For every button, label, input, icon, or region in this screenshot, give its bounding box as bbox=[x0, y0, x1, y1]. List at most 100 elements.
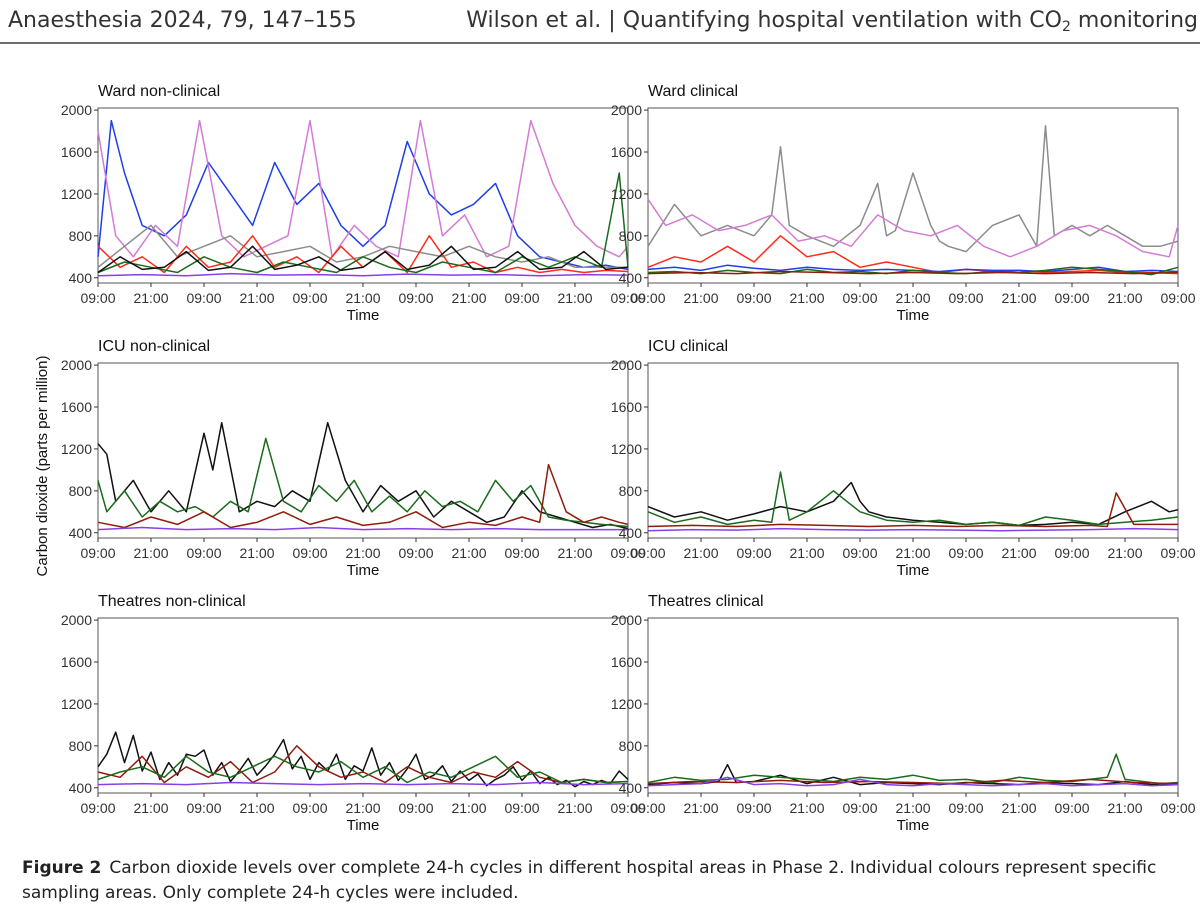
x-tick-label: 09:00 bbox=[1160, 290, 1195, 306]
y-tick-label: 2000 bbox=[611, 102, 642, 118]
series-line-darkred bbox=[647, 270, 1179, 275]
x-tick-label: 21:00 bbox=[1001, 545, 1036, 561]
y-tick-label: 1600 bbox=[61, 144, 92, 160]
x-tick-label: 09:00 bbox=[292, 545, 327, 561]
y-tick-label: 800 bbox=[69, 483, 93, 499]
panel-title: ICU non-clinical bbox=[98, 338, 210, 355]
panel-icu-non-clinical: ICU non-clinical 400 800 1200 1600 2000 09:00 2… bbox=[61, 338, 646, 579]
y-tick-label: 1200 bbox=[611, 186, 642, 202]
y-tick-label: 800 bbox=[69, 738, 93, 754]
x-tick-label: 09:00 bbox=[1160, 545, 1195, 561]
series-line-green bbox=[97, 172, 629, 274]
x-tick-label: 21:00 bbox=[683, 800, 718, 816]
x-tick-label: 21:00 bbox=[133, 545, 168, 561]
x-tick-label: 09:00 bbox=[504, 290, 539, 306]
x-tick-label: 21:00 bbox=[789, 290, 824, 306]
x-tick-label: 21:00 bbox=[683, 545, 718, 561]
x-tick-label: 21:00 bbox=[451, 290, 486, 306]
y-tick-label: 2000 bbox=[61, 357, 92, 373]
x-tick-label: 09:00 bbox=[186, 545, 221, 561]
series-line-darkred bbox=[647, 492, 1178, 528]
y-tick-label: 400 bbox=[69, 270, 93, 286]
x-axis-label: Time bbox=[347, 817, 380, 834]
x-tick-label: 09:00 bbox=[1160, 800, 1195, 816]
series-line-green bbox=[647, 471, 1179, 527]
series-line-purple bbox=[97, 272, 629, 277]
x-tick-label: 21:00 bbox=[789, 545, 824, 561]
y-tick-label: 1200 bbox=[611, 441, 642, 457]
y-tick-label: 1200 bbox=[611, 696, 642, 712]
y-tick-label: 400 bbox=[69, 780, 93, 796]
x-tick-label: 21:00 bbox=[345, 545, 380, 561]
panel-title: ICU clinical bbox=[648, 338, 728, 355]
panel-title: Ward non-clinical bbox=[98, 83, 220, 100]
x-tick-label: 09:00 bbox=[610, 290, 645, 306]
x-tick-label: 21:00 bbox=[1001, 290, 1036, 306]
x-tick-label: 09:00 bbox=[842, 800, 877, 816]
series-line-black bbox=[97, 731, 629, 788]
figure-2: Carbon dioxide (parts per million) Ward … bbox=[34, 83, 1196, 834]
y-tick-label: 400 bbox=[619, 780, 643, 796]
running-title-end: monitoring bbox=[1070, 8, 1198, 33]
y-tick-label: 1600 bbox=[611, 654, 642, 670]
x-tick-label: 09:00 bbox=[842, 290, 877, 306]
series-line-green bbox=[97, 437, 629, 528]
series-line-darkred bbox=[647, 778, 1179, 785]
y-tick-label: 1200 bbox=[61, 441, 92, 457]
y-tick-label: 2000 bbox=[61, 612, 92, 628]
header-rule bbox=[0, 42, 1200, 44]
x-tick-label: 09:00 bbox=[398, 290, 433, 306]
x-tick-label: 21:00 bbox=[133, 800, 168, 816]
y-tick-label: 1200 bbox=[61, 696, 92, 712]
y-tick-label: 800 bbox=[619, 738, 643, 754]
x-tick-label: 09:00 bbox=[504, 800, 539, 816]
x-tick-label: 09:00 bbox=[292, 800, 327, 816]
x-tick-label: 21:00 bbox=[683, 290, 718, 306]
x-tick-label: 09:00 bbox=[80, 290, 115, 306]
y-axis-label: Carbon dioxide (parts per million) bbox=[34, 356, 51, 577]
series-line-green bbox=[647, 266, 1179, 276]
y-tick-label: 2000 bbox=[611, 357, 642, 373]
series-line-black bbox=[97, 245, 629, 274]
x-axis-label: Time bbox=[897, 562, 930, 579]
x-tick-label: 09:00 bbox=[630, 545, 665, 561]
y-tick-label: 1600 bbox=[61, 399, 92, 415]
x-tick-label: 21:00 bbox=[239, 545, 274, 561]
series-line-orchid bbox=[647, 198, 1179, 258]
y-tick-label: 800 bbox=[619, 228, 643, 244]
y-tick-label: 2000 bbox=[61, 102, 92, 118]
x-tick-label: 21:00 bbox=[1107, 545, 1142, 561]
x-tick-label: 09:00 bbox=[842, 545, 877, 561]
x-tick-label: 09:00 bbox=[186, 800, 221, 816]
y-tick-label: 2000 bbox=[611, 612, 642, 628]
caption-label: Figure 2 bbox=[22, 858, 102, 878]
series-line-green bbox=[97, 755, 629, 784]
y-tick-label: 800 bbox=[619, 483, 643, 499]
panel-ward-clinical: Ward clinical 400 800 1200 1600 2000 09:00 21:0… bbox=[611, 83, 1196, 324]
caption-text: Carbon dioxide levels over complete 24-h… bbox=[22, 858, 1157, 903]
x-tick-label: 21:00 bbox=[451, 545, 486, 561]
x-tick-label: 09:00 bbox=[948, 800, 983, 816]
x-tick-label: 09:00 bbox=[610, 800, 645, 816]
x-tick-label: 21:00 bbox=[1001, 800, 1036, 816]
x-tick-label: 09:00 bbox=[736, 545, 771, 561]
panel-ward-non-clinical: Ward non-clinical 400 800 1200 1600 2000 09:00… bbox=[61, 83, 646, 324]
x-axis-label: Time bbox=[347, 307, 380, 324]
series-line-purple bbox=[647, 776, 1179, 787]
running-title-text: Wilson et al. | Quantifying hospital ven… bbox=[466, 8, 1062, 33]
series-line-purple bbox=[647, 527, 1179, 532]
x-tick-label: 21:00 bbox=[345, 800, 380, 816]
x-tick-label: 09:00 bbox=[736, 800, 771, 816]
series-line-black bbox=[647, 481, 1179, 527]
x-tick-label: 21:00 bbox=[895, 545, 930, 561]
panel-theatres-clinical: Theatres clinical 400 800 1200 1600 2000 09:00… bbox=[611, 593, 1196, 834]
x-tick-label: 09:00 bbox=[948, 545, 983, 561]
series-line-black bbox=[97, 421, 629, 530]
x-tick-label: 09:00 bbox=[736, 290, 771, 306]
x-tick-label: 21:00 bbox=[1107, 290, 1142, 306]
panel-title: Theatres non-clinical bbox=[98, 593, 246, 610]
x-tick-label: 09:00 bbox=[398, 545, 433, 561]
x-tick-label: 21:00 bbox=[557, 545, 592, 561]
y-tick-label: 800 bbox=[69, 228, 93, 244]
x-tick-label: 21:00 bbox=[557, 800, 592, 816]
